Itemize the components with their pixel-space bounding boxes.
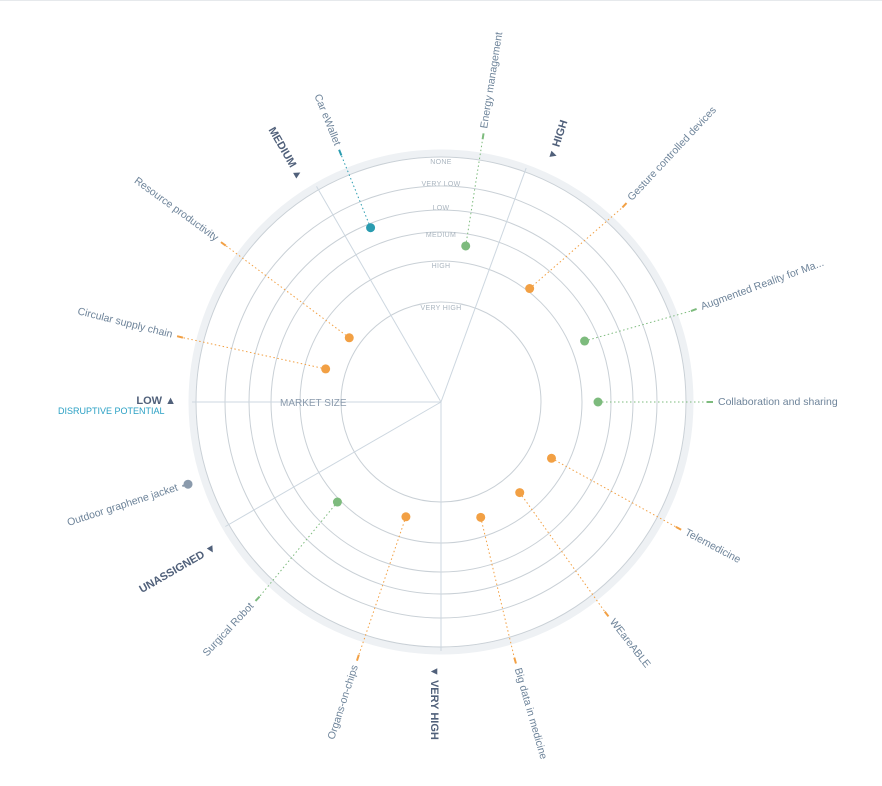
ring-label: VERY HIGH	[421, 305, 462, 312]
item-point[interactable]	[401, 512, 411, 522]
item-leader	[480, 517, 515, 658]
disruptive-potential-label: DISRUPTIVE POTENTIAL	[58, 406, 165, 416]
item-point[interactable]	[580, 336, 590, 346]
item-label[interactable]: Car eWallet	[311, 92, 343, 147]
item-leader	[519, 492, 606, 612]
sector-label: UNASSIGNED ▼	[137, 542, 219, 596]
ring-label: MEDIUM	[426, 232, 456, 239]
ring-label: LOW	[433, 205, 450, 212]
item-leader	[182, 337, 326, 370]
item-label[interactable]: Telemedicine	[683, 527, 743, 566]
ring-labels-layer: NONE VERY LOW LOW MEDIUM HIGH VERY HIGH	[421, 159, 462, 312]
item-point[interactable]	[476, 512, 486, 522]
item-tick	[621, 202, 628, 209]
item-label[interactable]: Augmented Reality for Ma...	[699, 257, 825, 313]
item-point[interactable]	[344, 333, 354, 343]
spokes-layer	[192, 167, 527, 651]
sector-spoke-4	[316, 186, 442, 403]
item-label[interactable]: Gesture controlled devices	[625, 104, 719, 203]
item-tick	[690, 308, 697, 312]
item-point[interactable]	[321, 364, 331, 374]
sector-labels-layer: ▼ HIGH ▼ VERY HIGH UNASSIGNED ▼ LOW ▲ MEDIUM…	[136, 119, 570, 740]
item-point[interactable]	[461, 241, 471, 251]
points-layer	[183, 223, 603, 522]
sector-label: ▼ VERY HIGH	[428, 666, 440, 740]
item-label[interactable]: Organs-on-chips	[326, 664, 361, 742]
item-leader	[529, 207, 623, 289]
item-tick	[603, 610, 610, 617]
item-point[interactable]	[183, 479, 193, 489]
item-leader	[551, 457, 677, 528]
item-tick	[355, 654, 360, 661]
item-label[interactable]: Energy management	[478, 31, 505, 129]
item-point[interactable]	[525, 284, 535, 294]
item-tick	[254, 595, 261, 602]
item-tick	[513, 657, 517, 664]
item-tick	[481, 133, 485, 140]
item-tick	[220, 241, 227, 247]
item-point[interactable]	[332, 497, 342, 507]
item-leader	[340, 155, 372, 228]
sector-label: ▼ HIGH	[546, 119, 570, 162]
sector-spoke-0	[440, 167, 527, 403]
item-label[interactable]: Big data in medicine	[512, 667, 550, 761]
item-tick	[338, 149, 343, 156]
sector-label: LOW ▲	[136, 395, 176, 407]
item-label[interactable]: Collaboration and sharing	[718, 396, 838, 408]
item-leader	[225, 245, 350, 339]
item-point[interactable]	[515, 488, 525, 498]
item-label[interactable]: Resource productivity	[132, 175, 221, 244]
item-label[interactable]: Outdoor graphene jacket	[66, 482, 180, 529]
item-point[interactable]	[546, 453, 556, 463]
item-label[interactable]: Circular supply chain	[76, 305, 174, 340]
top-divider	[0, 0, 882, 1]
item-label[interactable]: WEareABLE	[607, 616, 653, 670]
market-size-axis-label: MARKET SIZE	[280, 398, 347, 409]
item-point[interactable]	[593, 397, 603, 407]
item-tick	[176, 335, 184, 339]
ring-label: NONE	[430, 159, 451, 166]
ring-label: HIGH	[432, 263, 451, 270]
item-point[interactable]	[366, 223, 376, 233]
sector-label: MEDIUM ▲	[266, 125, 306, 182]
item-leader	[259, 501, 338, 597]
ring-label: VERY LOW	[421, 181, 460, 188]
leaders-layer	[176, 133, 713, 664]
item-label[interactable]: Surgical Robot	[201, 600, 257, 659]
item-leader	[358, 516, 407, 656]
item-leader	[584, 310, 692, 342]
sector-spoke-2	[225, 401, 442, 527]
item-tick	[675, 525, 682, 531]
